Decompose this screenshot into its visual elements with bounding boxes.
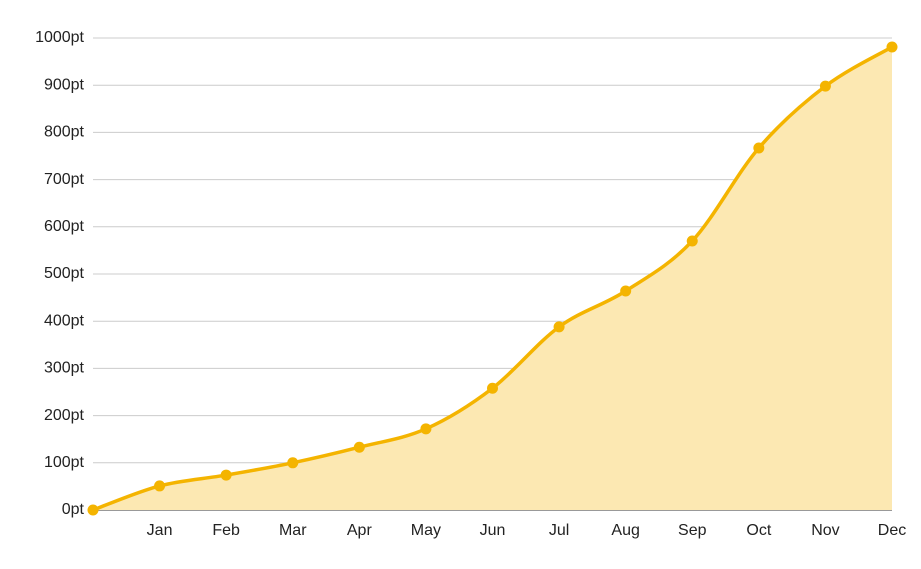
y-tick-label: 600pt [44,218,85,235]
x-tick-label: Jul [549,522,569,539]
point [686,235,698,247]
point [886,41,898,53]
point [420,423,432,435]
x-tick-label: Nov [811,522,839,539]
x-tick-label: Jan [147,522,173,539]
x-tick-label: Sep [678,522,707,539]
point [487,382,498,394]
y-tick-label: 800pt [44,124,85,141]
point [620,285,632,297]
point [353,441,365,453]
x-tick-label: Dec [878,522,906,539]
point [753,142,765,154]
area-fill [93,46,892,511]
point [819,80,831,92]
x-tick-label: Jun [480,522,506,539]
point [553,321,565,333]
y-tick-label: 700pt [44,171,85,188]
x-tick-label: Mar [279,522,307,539]
y-tick-label: 0pt [62,501,85,518]
point [287,457,299,469]
y-tick-label: 500pt [44,265,85,282]
x-tick-label: May [411,522,441,539]
y-tick-label: 900pt [44,76,85,93]
x-tick-label: Apr [347,522,373,539]
x-tick-label: Aug [611,522,639,539]
point [220,469,232,481]
x-tick-label: Oct [746,522,771,539]
point [87,504,99,516]
point [154,480,166,492]
y-tick-label: 100pt [44,454,85,471]
x-tick-label: Feb [212,522,240,539]
y-tick-label: 400pt [44,312,85,329]
y-tick-label: 300pt [44,360,85,377]
y-tick-label: 200pt [44,407,85,424]
y-tick-label: 1000pt [35,29,84,46]
